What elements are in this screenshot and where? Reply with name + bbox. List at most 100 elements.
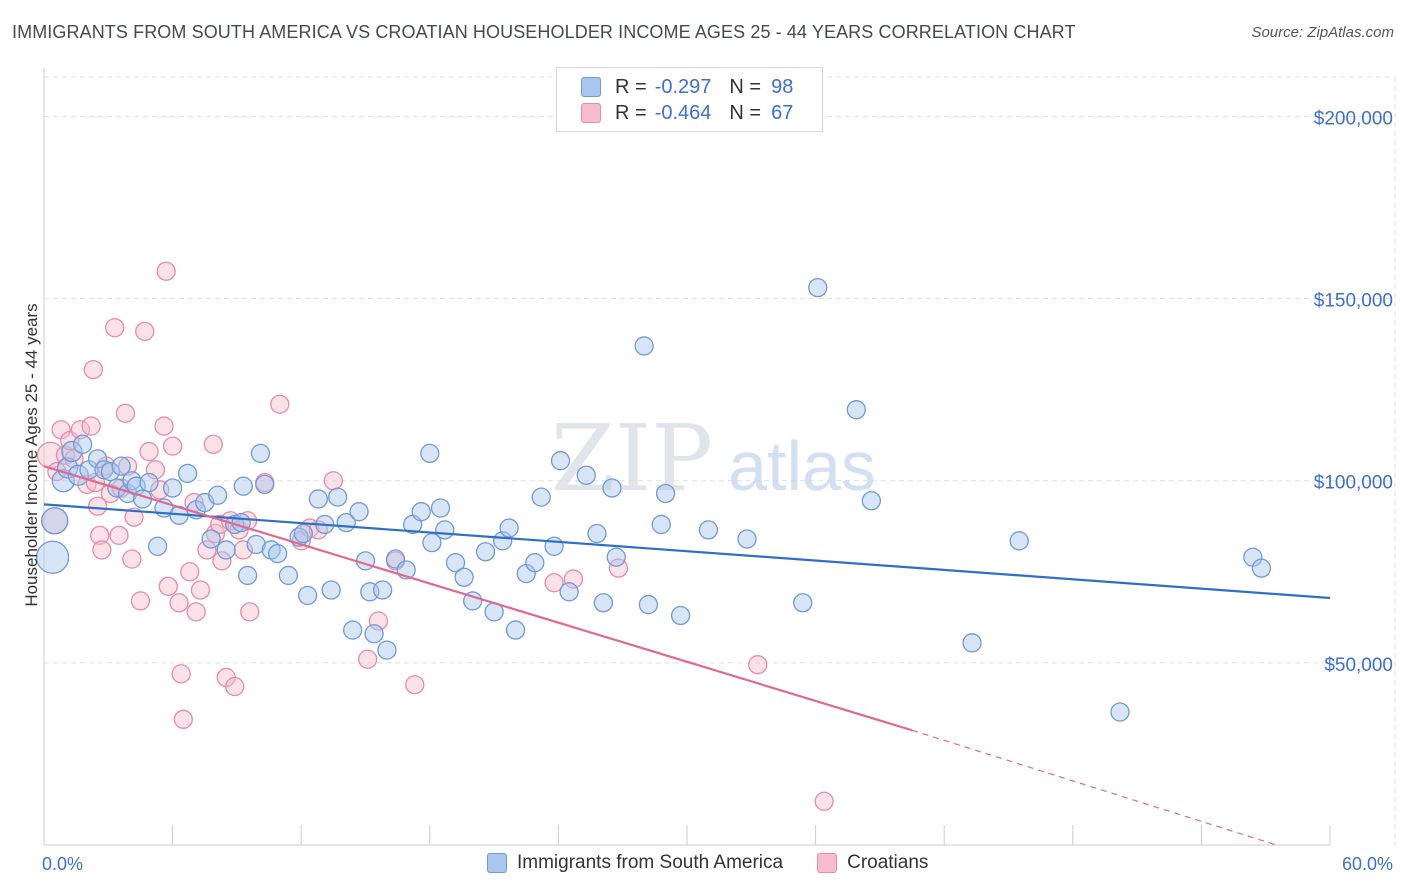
south-america-point	[309, 490, 327, 508]
south-america-point	[1010, 532, 1028, 550]
legend-r-value: -0.297	[655, 76, 712, 99]
legend-r-label: R =	[615, 102, 647, 125]
croatians-point	[159, 577, 177, 595]
south-america-point	[477, 543, 495, 561]
legend-label-croatians: Croatians	[847, 852, 928, 874]
legend-n-label: N =	[729, 76, 761, 99]
chart-title: IMMIGRANTS FROM SOUTH AMERICA VS CROATIA…	[12, 22, 1076, 43]
south-america-point	[164, 479, 182, 497]
y-tick-label: $50,000	[1324, 655, 1393, 676]
croatians-point	[181, 563, 199, 581]
croatians-point	[110, 526, 128, 544]
legend-item-croatians[interactable]: Croatians	[817, 852, 928, 874]
south-america-point	[251, 444, 269, 462]
legend-swatch-pink	[581, 103, 601, 123]
legend-swatch-blue	[581, 77, 601, 97]
south-america-point	[607, 548, 625, 566]
croatians-point	[226, 678, 244, 696]
south-america-point	[374, 581, 392, 599]
legend-item-south-america[interactable]: Immigrants from South America	[487, 852, 783, 874]
croatians-point	[241, 603, 259, 621]
south-america-point	[421, 444, 439, 462]
croatians-point	[749, 656, 767, 674]
legend-r-value: -0.464	[655, 102, 712, 125]
legend-swatch-blue	[487, 853, 507, 873]
south-america-point	[256, 475, 274, 493]
source-label: Source: ZipAtlas.com	[1251, 24, 1394, 41]
south-america-point	[149, 537, 167, 555]
south-america-point	[500, 519, 518, 537]
south-america-point	[588, 525, 606, 543]
croatians-point	[406, 676, 424, 694]
y-tick-label: $150,000	[1314, 291, 1393, 312]
croatians-point	[131, 592, 149, 610]
south-america-point	[209, 486, 227, 504]
croatians-point	[204, 435, 222, 453]
croatians-point	[116, 404, 134, 422]
south-america-point	[217, 541, 235, 559]
croatians-point	[123, 550, 141, 568]
south-america-point	[179, 464, 197, 482]
south-america-point	[74, 435, 92, 453]
south-america-point	[532, 488, 550, 506]
south-america-point	[329, 488, 347, 506]
y-tick-label: $200,000	[1314, 108, 1393, 129]
south-america-point	[507, 621, 525, 639]
south-america-point	[963, 634, 981, 652]
legend-label-south-america: Immigrants from South America	[517, 852, 783, 874]
south-america-point	[436, 521, 454, 539]
y-tick-labels: $200,000 $150,000 $100,000 $50,000	[1314, 108, 1393, 675]
south-america-point	[140, 474, 158, 492]
correlation-legend: R = -0.297 N = 98 R = -0.464 N = 67	[556, 67, 823, 132]
y-axis-label: Householder Income Ages 25 - 44 years	[22, 303, 42, 606]
legend-row-south-america: R = -0.297 N = 98	[581, 75, 793, 99]
croatians-point	[170, 594, 188, 612]
south-america-point	[794, 594, 812, 612]
x-tick-label-right: 60.0%	[1342, 854, 1393, 874]
croatians-point	[93, 541, 111, 559]
south-america-point	[239, 566, 257, 584]
grid-lines	[44, 77, 1395, 845]
legend-n-label: N =	[729, 102, 761, 125]
south-america-point	[42, 508, 68, 534]
croatians-point	[164, 437, 182, 455]
croatians-point	[187, 603, 205, 621]
south-america-point	[378, 641, 396, 659]
south-america-point	[279, 566, 297, 584]
south-america-point	[652, 515, 670, 533]
south-america-point	[672, 607, 690, 625]
south-america-point	[455, 568, 473, 586]
south-america-point	[357, 552, 375, 570]
croatians-point	[140, 443, 158, 461]
legend-swatch-pink	[817, 853, 837, 873]
croatians-point	[155, 417, 173, 435]
croatians-point	[324, 472, 342, 490]
south-america-point	[344, 621, 362, 639]
watermark: ZIP atlas	[551, 405, 876, 512]
south-america-point	[432, 499, 450, 517]
croatians-point	[359, 650, 377, 668]
croatians-point	[172, 665, 190, 683]
south-america-point	[552, 452, 570, 470]
south-america-point	[299, 586, 317, 604]
south-america-point	[365, 625, 383, 643]
south-america-point	[699, 521, 717, 539]
south-america-point	[809, 279, 827, 297]
scatter-chart: ZIP atlas $200,000 $150,000 $100,000 $50,00…	[0, 0, 1406, 892]
south-america-point	[738, 530, 756, 548]
croatians-point	[84, 361, 102, 379]
y-tick-label: $100,000	[1314, 473, 1393, 494]
legend-row-croatians: R = -0.464 N = 67	[581, 101, 793, 125]
south-america-point	[269, 545, 287, 563]
series-legend: Immigrants from South America Croatians	[487, 852, 962, 874]
south-america-point	[635, 337, 653, 355]
croatians-point	[815, 792, 833, 810]
x-tick-label-left: 0.0%	[42, 854, 83, 874]
croatians-trend-extension	[912, 730, 1276, 845]
south-america-point	[202, 530, 220, 548]
watermark-atlas: atlas	[728, 427, 876, 505]
south-america-point	[603, 479, 621, 497]
south-america-point	[847, 401, 865, 419]
south-america-point	[862, 492, 880, 510]
south-america-point	[412, 503, 430, 521]
